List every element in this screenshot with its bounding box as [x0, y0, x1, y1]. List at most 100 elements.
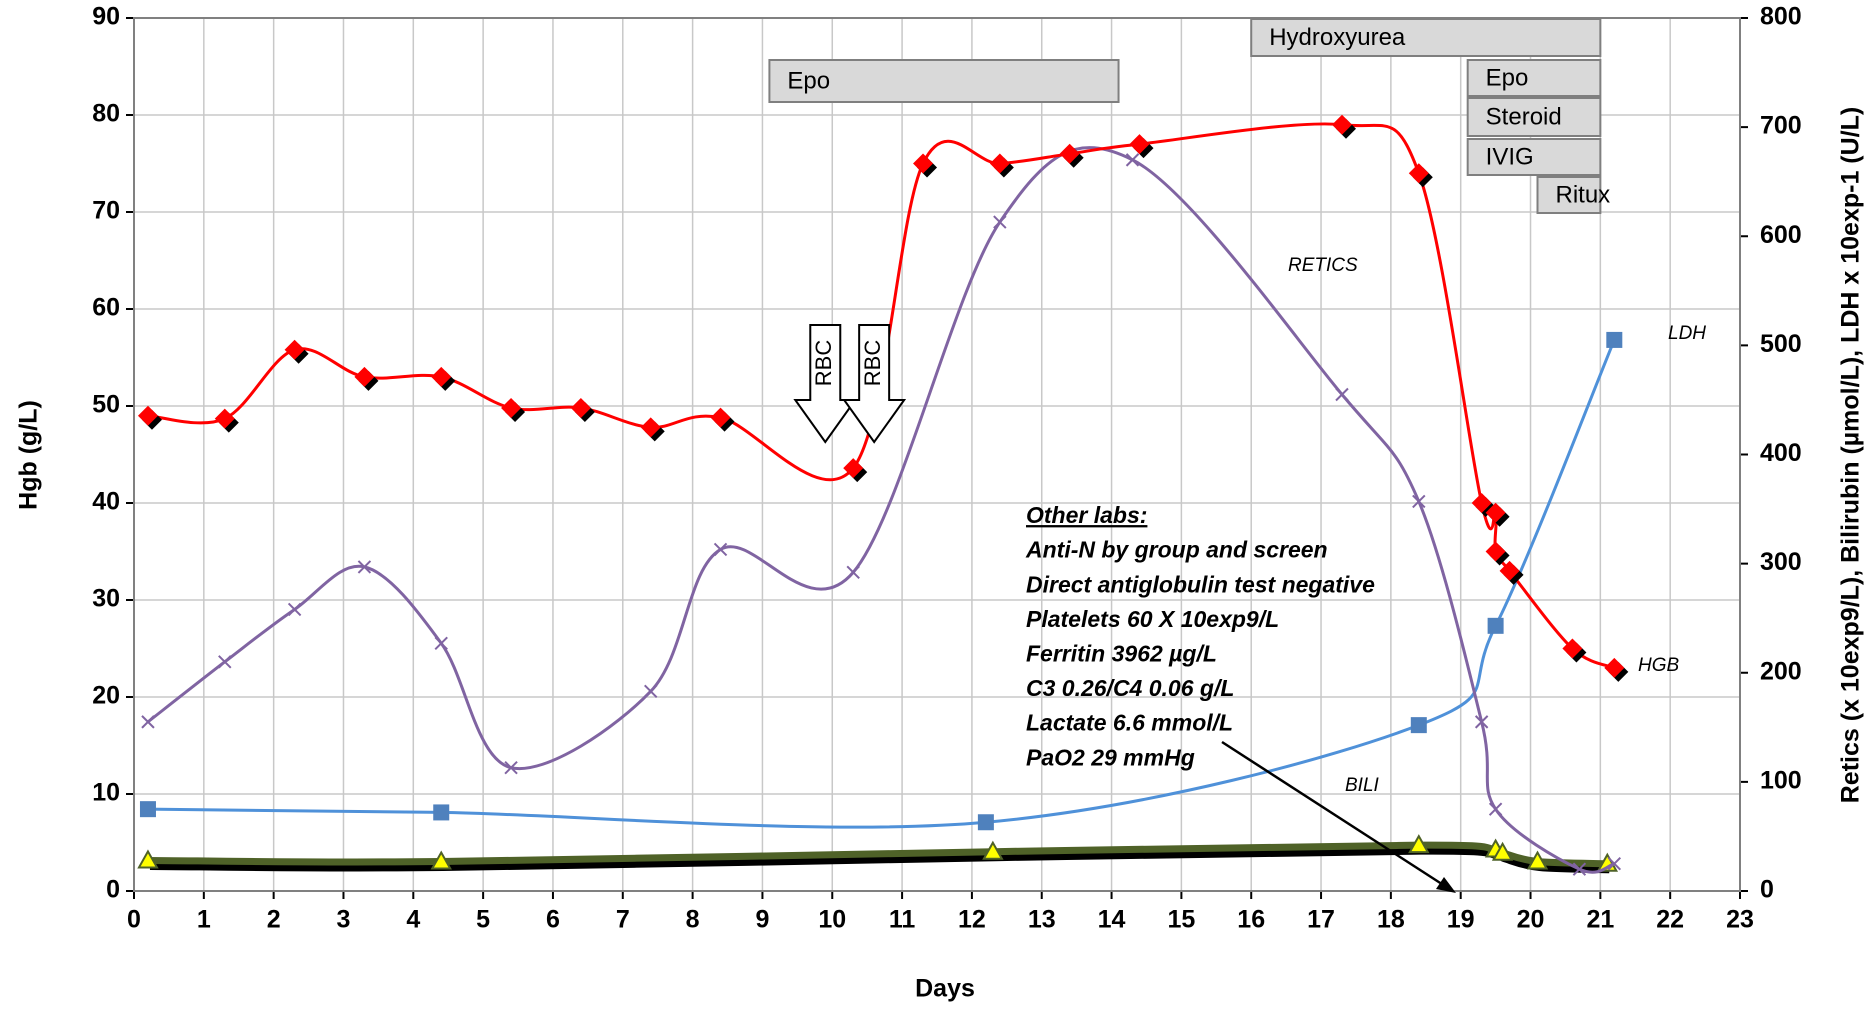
x-tick-label: 7	[616, 906, 630, 934]
y2-tick-label: 0	[1760, 876, 1774, 904]
y-tick-label: 90	[92, 3, 120, 31]
y-tick-label: 30	[92, 585, 120, 613]
point	[993, 215, 1007, 229]
point	[504, 760, 518, 775]
x-tick-label: 15	[1167, 906, 1195, 934]
point	[431, 366, 452, 387]
series-layer	[137, 114, 1625, 876]
x-tick-label: 4	[406, 906, 420, 934]
x-tick-label: 3	[337, 906, 351, 934]
series-label: RETICS	[1288, 255, 1358, 276]
series-line	[147, 339, 1616, 829]
point	[570, 397, 591, 418]
pointer-arrow	[1221, 740, 1449, 890]
x-tick-label: 11	[889, 906, 916, 934]
treatment-label: Epo	[1486, 64, 1529, 91]
point	[1335, 387, 1349, 402]
point	[1487, 617, 1504, 634]
point	[1125, 153, 1140, 167]
y-tick-label: 10	[92, 779, 120, 807]
point	[640, 417, 661, 438]
point	[287, 602, 302, 617]
x-tick-label: 13	[1028, 906, 1056, 934]
labs-line: Direct antiglobulin test negative	[1026, 571, 1375, 597]
plot-border	[133, 17, 1741, 892]
point	[713, 542, 728, 557]
point	[214, 408, 235, 429]
x-tick-label: 0	[127, 906, 141, 934]
point	[1471, 493, 1492, 513]
treatment-bar	[1466, 59, 1602, 97]
point	[977, 814, 994, 831]
point	[1572, 862, 1587, 876]
x-tick-label: 19	[1447, 906, 1475, 934]
point	[1526, 850, 1549, 870]
y-tick-label: 60	[92, 294, 120, 322]
x-tick-label: 8	[686, 906, 700, 934]
x-tick-label: 18	[1377, 906, 1405, 934]
x-tick-label: 16	[1237, 906, 1265, 934]
y2-tick-label: 700	[1760, 112, 1802, 140]
transfusion-label: RBC	[811, 340, 836, 387]
point	[1485, 541, 1506, 562]
point	[1562, 638, 1583, 659]
point	[644, 684, 658, 699]
point	[141, 715, 155, 729]
point	[1604, 657, 1625, 678]
point	[137, 849, 159, 869]
point	[284, 339, 305, 360]
point	[1408, 163, 1429, 184]
point	[1410, 717, 1427, 734]
point	[1474, 715, 1489, 729]
point	[1331, 114, 1352, 135]
point	[501, 397, 522, 418]
series-label: BILI	[1345, 775, 1380, 796]
x-tick-label: 17	[1307, 906, 1335, 934]
point	[1408, 834, 1430, 854]
point	[218, 655, 232, 669]
y-tick-label: 0	[106, 876, 120, 904]
point	[1485, 502, 1506, 523]
point	[434, 636, 448, 650]
point	[1059, 143, 1080, 164]
x-tick-label: 22	[1656, 906, 1684, 934]
y-axis-title: Hgb (g/L)	[15, 400, 43, 510]
treatment-label: IVIG	[1486, 143, 1534, 170]
point	[1607, 857, 1622, 871]
treatment-label: Hydroxyurea	[1269, 24, 1406, 51]
x-tick-label: 21	[1586, 906, 1614, 934]
x-tick-label: 6	[546, 906, 560, 934]
series-group	[137, 114, 1625, 678]
point	[843, 458, 864, 479]
y-tick-label: 20	[92, 682, 120, 710]
point	[433, 804, 450, 821]
y-tick-label: 70	[92, 197, 120, 225]
point	[710, 407, 731, 428]
treatment-bar	[1466, 97, 1602, 137]
treatment-label: Ritux	[1556, 181, 1611, 208]
point	[1606, 331, 1623, 348]
x-tick-label: 9	[755, 906, 769, 934]
point	[430, 850, 452, 870]
treatment-bar	[768, 59, 1120, 103]
treatment-bar	[1536, 176, 1602, 214]
x-tick-label: 10	[818, 906, 846, 934]
point	[139, 801, 156, 818]
series-group	[139, 331, 1623, 831]
labs-line: PaO2 29 mmHg	[1026, 744, 1195, 770]
labs-line: Ferritin 3962 µg/L	[1026, 640, 1217, 666]
y2-tick-label: 300	[1760, 548, 1802, 576]
labs-line: Lactate 6.6 mmol/L	[1026, 710, 1233, 736]
y2-tick-label: 200	[1760, 657, 1802, 685]
point	[1488, 802, 1503, 816]
treatment-label: Steroid	[1486, 103, 1562, 130]
point	[1491, 841, 1514, 861]
x-tick-label: 5	[476, 906, 490, 934]
y2-axis-title: Retics (x 10exp9/L), Bilirubin (µmol/L),…	[1837, 107, 1865, 803]
series-group	[141, 146, 1622, 876]
x-tick-label: 2	[267, 906, 281, 934]
point	[1129, 134, 1150, 155]
labs-line: C3 0.26/C4 0.06 g/L	[1026, 675, 1234, 701]
point	[137, 405, 158, 426]
